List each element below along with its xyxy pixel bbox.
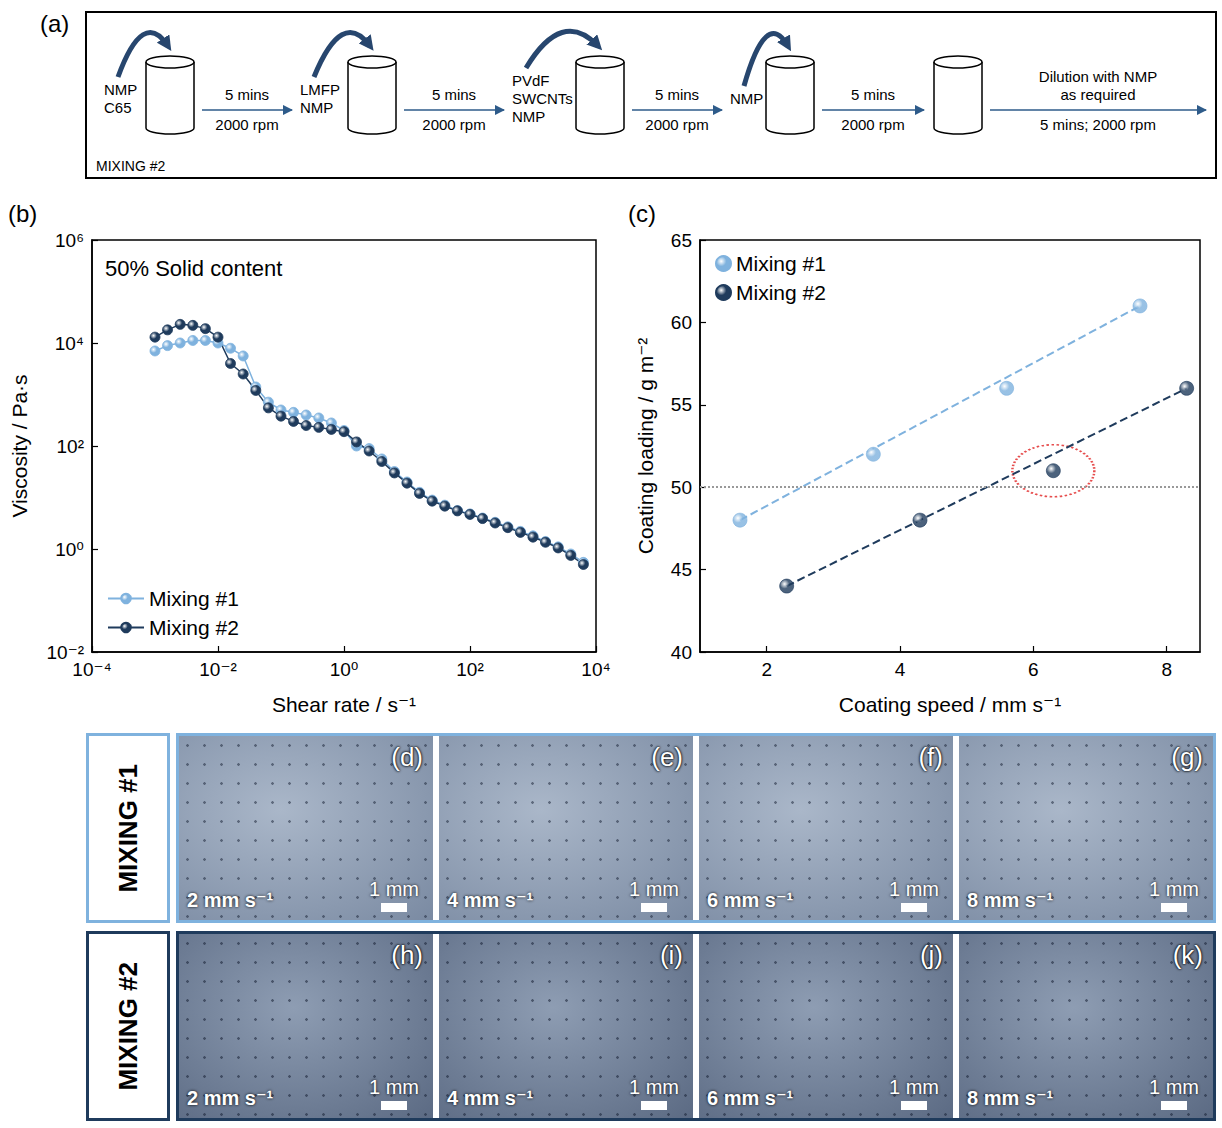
svg-text:(a): (a) — [40, 10, 69, 37]
svg-text:Mixing #1: Mixing #1 — [736, 252, 826, 275]
svg-text:Coating loading / g m⁻²: Coating loading / g m⁻² — [634, 338, 657, 555]
svg-text:10⁻²: 10⁻² — [46, 641, 84, 663]
svg-text:2000 rpm: 2000 rpm — [645, 116, 708, 133]
svg-text:LMFP: LMFP — [300, 81, 340, 98]
svg-text:PVdF: PVdF — [512, 72, 550, 89]
svg-text:55: 55 — [671, 394, 692, 415]
svg-text:as required: as required — [1060, 86, 1135, 103]
svg-text:2000 rpm: 2000 rpm — [422, 116, 485, 133]
svg-text:NMP: NMP — [730, 90, 763, 107]
html-text:1 mm: 1 mm — [369, 878, 419, 900]
svg-text:5 mins; 2000 rpm: 5 mins; 2000 rpm — [1040, 116, 1156, 133]
svg-text:2000 rpm: 2000 rpm — [215, 116, 278, 133]
html-text:MIXING #1: MIXING #1 — [112, 763, 143, 893]
html-text:(e): (e) — [651, 742, 683, 772]
html-text:8 mm s⁻¹: 8 mm s⁻¹ — [967, 1087, 1054, 1109]
svg-text:4: 4 — [895, 659, 906, 680]
html-text:MIXING #2: MIXING #2 — [112, 961, 143, 1091]
svg-text:10⁴: 10⁴ — [581, 659, 610, 680]
html-text:(g): (g) — [1171, 742, 1203, 772]
html-text:1 mm: 1 mm — [889, 878, 939, 900]
svg-text:Viscosity / Pa·s: Viscosity / Pa·s — [8, 374, 31, 517]
html-text:(k): (k) — [1172, 940, 1203, 970]
html-text:1 mm: 1 mm — [629, 878, 679, 900]
svg-text:5 mins: 5 mins — [225, 86, 269, 103]
svg-text:10⁴: 10⁴ — [55, 333, 84, 354]
svg-text:5 mins: 5 mins — [655, 86, 699, 103]
svg-text:60: 60 — [671, 312, 692, 333]
svg-text:10⁰: 10⁰ — [55, 539, 84, 560]
html-text:1 mm: 1 mm — [1149, 1076, 1199, 1098]
html-text:(c): (c) — [628, 200, 656, 227]
html-text:1 mm: 1 mm — [1149, 878, 1199, 900]
svg-text:50: 50 — [671, 477, 692, 498]
svg-text:65: 65 — [671, 230, 692, 251]
svg-text:10⁻⁴: 10⁻⁴ — [72, 659, 111, 680]
svg-text:5 mins: 5 mins — [851, 86, 895, 103]
html-text:(f): (f) — [918, 742, 943, 772]
html-text:2 mm s⁻¹: 2 mm s⁻¹ — [187, 1087, 274, 1109]
svg-text:6: 6 — [1028, 659, 1039, 680]
svg-text:10⁰: 10⁰ — [330, 659, 359, 680]
svg-text:Dilution with NMP: Dilution with NMP — [1039, 68, 1157, 85]
html-text:6 mm s⁻¹: 6 mm s⁻¹ — [707, 1087, 794, 1109]
html-text:1 mm: 1 mm — [369, 1076, 419, 1098]
svg-text:Mixing #1: Mixing #1 — [149, 587, 239, 610]
svg-text:10²: 10² — [57, 436, 84, 457]
html-text:1 mm: 1 mm — [889, 1076, 939, 1098]
html-text:(h): (h) — [391, 940, 423, 970]
html-text:6 mm s⁻¹: 6 mm s⁻¹ — [707, 889, 794, 911]
html-text:4 mm s⁻¹: 4 mm s⁻¹ — [447, 889, 534, 911]
html-text:8 mm s⁻¹: 8 mm s⁻¹ — [967, 889, 1054, 911]
svg-text:C65: C65 — [104, 99, 132, 116]
svg-text:MIXING #2: MIXING #2 — [96, 158, 165, 174]
svg-text:10²: 10² — [456, 659, 483, 680]
svg-text:Mixing #2: Mixing #2 — [149, 616, 239, 639]
svg-text:45: 45 — [671, 559, 692, 580]
svg-text:40: 40 — [671, 642, 692, 663]
svg-text:NMP: NMP — [300, 99, 333, 116]
svg-text:2000 rpm: 2000 rpm — [841, 116, 904, 133]
svg-text:5 mins: 5 mins — [432, 86, 476, 103]
svg-text:10⁻²: 10⁻² — [199, 659, 237, 680]
svg-text:10⁶: 10⁶ — [55, 230, 84, 251]
html-text:4 mm s⁻¹: 4 mm s⁻¹ — [447, 1087, 534, 1109]
svg-text:8: 8 — [1161, 659, 1172, 680]
svg-text:NMP: NMP — [512, 108, 545, 125]
svg-text:50% Solid content: 50% Solid content — [105, 256, 282, 281]
svg-text:2: 2 — [761, 659, 772, 680]
html-text:1 mm: 1 mm — [629, 1076, 679, 1098]
html-text:(b): (b) — [8, 200, 38, 227]
html-text:(d): (d) — [391, 742, 423, 772]
svg-text:Coating speed / mm s⁻¹: Coating speed / mm s⁻¹ — [839, 693, 1061, 716]
html-text:(j): (j) — [919, 940, 943, 970]
svg-text:SWCNTs: SWCNTs — [512, 90, 573, 107]
svg-text:Shear rate / s⁻¹: Shear rate / s⁻¹ — [272, 693, 416, 716]
svg-text:Mixing #2: Mixing #2 — [736, 281, 826, 304]
html-text:(i): (i) — [659, 940, 683, 970]
svg-text:NMP: NMP — [104, 81, 137, 98]
html-text:2 mm s⁻¹: 2 mm s⁻¹ — [187, 889, 274, 911]
